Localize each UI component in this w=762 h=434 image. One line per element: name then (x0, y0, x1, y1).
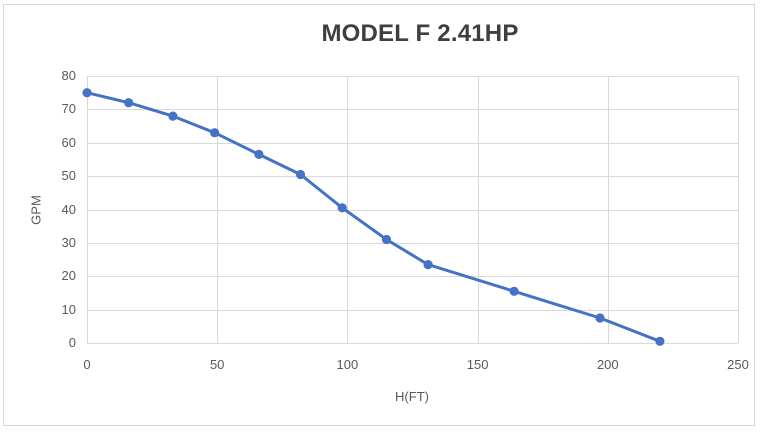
y-tick-label: 10 (61, 301, 76, 317)
data-point-marker (295, 169, 306, 180)
y-tick-label: 50 (61, 168, 76, 184)
data-point-marker (168, 111, 178, 121)
y-tick-label: 0 (68, 335, 76, 350)
x-tick-label: 100 (336, 357, 359, 372)
y-tick-label: 20 (61, 268, 76, 284)
x-tick-label: 50 (209, 357, 225, 372)
x-tick-label: 150 (466, 357, 489, 372)
data-point-marker (595, 313, 605, 323)
y-tick-label: 80 (61, 68, 76, 83)
data-point-marker (655, 336, 665, 346)
x-tick-label: 200 (596, 357, 619, 372)
y-tick-label: 70 (61, 101, 76, 117)
data-series-line (85, 91, 662, 343)
data-point-marker (254, 149, 264, 159)
y-tick-label: 60 (61, 134, 76, 150)
data-point-marker (82, 88, 92, 98)
x-tick-label: 0 (83, 357, 91, 372)
chart-title: MODEL F 2.41HP (321, 20, 519, 47)
data-point-marker (509, 286, 519, 296)
x-tick-label: 250 (727, 357, 749, 372)
x-axis-title: H(FT) (395, 389, 429, 404)
y-tick-label: 30 (61, 234, 76, 250)
chart-frame (3, 4, 755, 426)
data-point-marker (381, 234, 392, 245)
data-point-marker (337, 203, 347, 213)
data-point-marker (124, 98, 134, 108)
data-point-marker (210, 128, 220, 138)
data-point-marker (423, 260, 433, 270)
y-tick-label: 40 (61, 201, 76, 217)
